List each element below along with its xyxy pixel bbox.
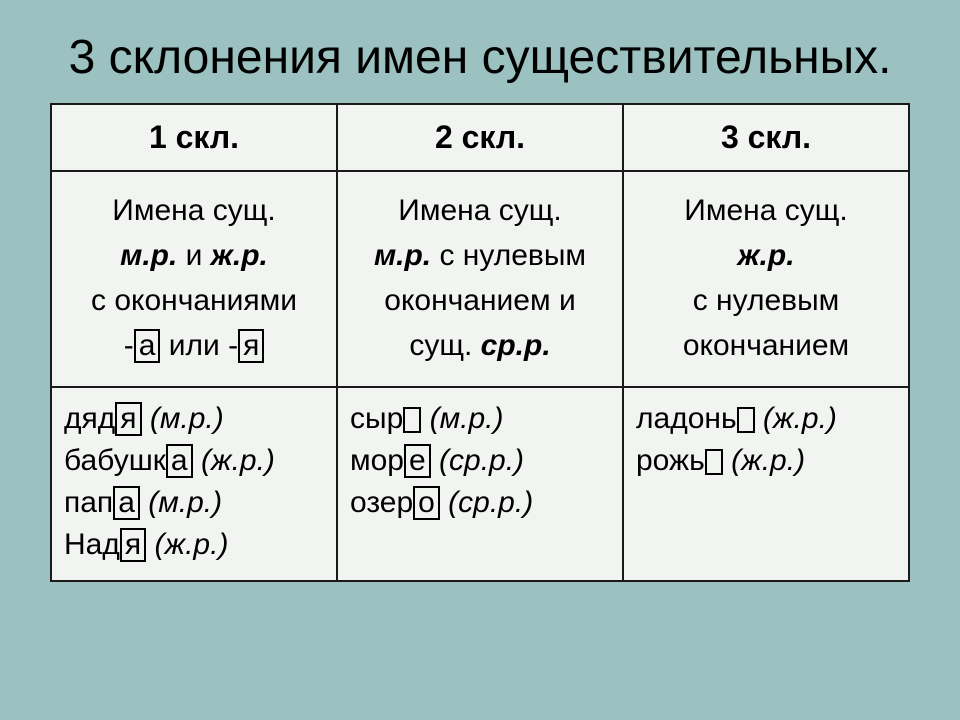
example-line: рожь (ж.р.) [636, 440, 896, 482]
desc-cell-3: Имена сущ. ж.р. с нулевым окончанием [623, 171, 909, 387]
text: м.р. [120, 239, 177, 272]
text: Имена сущ. [684, 194, 847, 227]
example-gender: (ж.р.) [731, 444, 805, 477]
examples-cell-2: сыр (м.р.)море (ср.р.)озеро (ср.р.) [337, 387, 623, 581]
examples-cell-3: ладонь (ж.р.)рожь (ж.р.) [623, 387, 909, 581]
example-gender: (ср.р.) [439, 444, 524, 477]
ending-box: я [120, 528, 146, 562]
text: сущ. [409, 329, 480, 362]
ending-box: е [404, 444, 431, 478]
example-line: сыр (м.р.) [350, 398, 610, 440]
example-stem: пап [64, 486, 113, 519]
example-line: Надя (ж.р.) [64, 524, 324, 566]
example-line: озеро (ср.р.) [350, 482, 610, 524]
header-cell: 2 скл. [337, 104, 623, 171]
table-examples-row: дядя (м.р.)бабушка (ж.р.)папа (м.р.)Надя… [51, 387, 909, 581]
example-gender: (ср.р.) [448, 486, 533, 519]
examples-cell-1: дядя (м.р.)бабушка (ж.р.)папа (м.р.)Надя… [51, 387, 337, 581]
example-stem: бабушк [64, 444, 166, 477]
header-cell: 1 скл. [51, 104, 337, 171]
text: с нулевым [431, 239, 586, 272]
text: с нулевым [693, 284, 840, 317]
ending-box-empty [737, 407, 755, 433]
example-gender: (ж.р.) [154, 528, 228, 561]
text: ж.р. [211, 239, 268, 272]
example-stem: озер [350, 486, 413, 519]
example-line: дядя (м.р.) [64, 398, 324, 440]
example-gender: (м.р.) [430, 402, 504, 435]
example-stem: Над [64, 528, 120, 561]
slide-title: 3 склонения имен существительных. [50, 30, 910, 85]
example-gender: (ж.р.) [763, 402, 837, 435]
ending-box: я [115, 402, 141, 436]
example-stem: ладонь [636, 402, 737, 435]
text: ср.р. [481, 329, 551, 362]
slide: 3 склонения имен существительных. 1 скл.… [0, 0, 960, 720]
text: Имена сущ. [112, 194, 275, 227]
text: с окончаниями [91, 284, 297, 317]
example-gender: (ж.р.) [201, 444, 275, 477]
text: ж.р. [737, 239, 794, 272]
example-stem: рожь [636, 444, 705, 477]
text: или - [160, 329, 238, 362]
text: Имена сущ. [398, 194, 561, 227]
ending-box: о [413, 486, 440, 520]
table-header-row: 1 скл. 2 скл. 3 скл. [51, 104, 909, 171]
example-stem: сыр [350, 402, 403, 435]
ending-box-empty [705, 449, 723, 475]
example-line: ладонь (ж.р.) [636, 398, 896, 440]
ending-box: а [134, 329, 161, 363]
text: м.р. [374, 239, 431, 272]
desc-cell-2: Имена сущ. м.р. с нулевым окончанием и с… [337, 171, 623, 387]
ending-box: а [166, 444, 193, 478]
example-stem: мор [350, 444, 404, 477]
header-cell: 3 скл. [623, 104, 909, 171]
example-line: бабушка (ж.р.) [64, 440, 324, 482]
desc-cell-1: Имена сущ. м.р. и ж.р. с окончаниями -а … [51, 171, 337, 387]
example-gender: (м.р.) [148, 486, 222, 519]
example-line: папа (м.р.) [64, 482, 324, 524]
text: окончанием и [384, 284, 575, 317]
ending-box-empty [403, 407, 421, 433]
example-line: море (ср.р.) [350, 440, 610, 482]
ending-box: я [238, 329, 264, 363]
text: окончанием [683, 329, 849, 362]
example-gender: (м.р.) [150, 402, 224, 435]
table-description-row: Имена сущ. м.р. и ж.р. с окончаниями -а … [51, 171, 909, 387]
example-stem: дяд [64, 402, 115, 435]
text: - [124, 329, 134, 362]
declension-table: 1 скл. 2 скл. 3 скл. Имена сущ. м.р. и ж… [50, 103, 910, 582]
text: и [177, 239, 210, 272]
ending-box: а [113, 486, 140, 520]
